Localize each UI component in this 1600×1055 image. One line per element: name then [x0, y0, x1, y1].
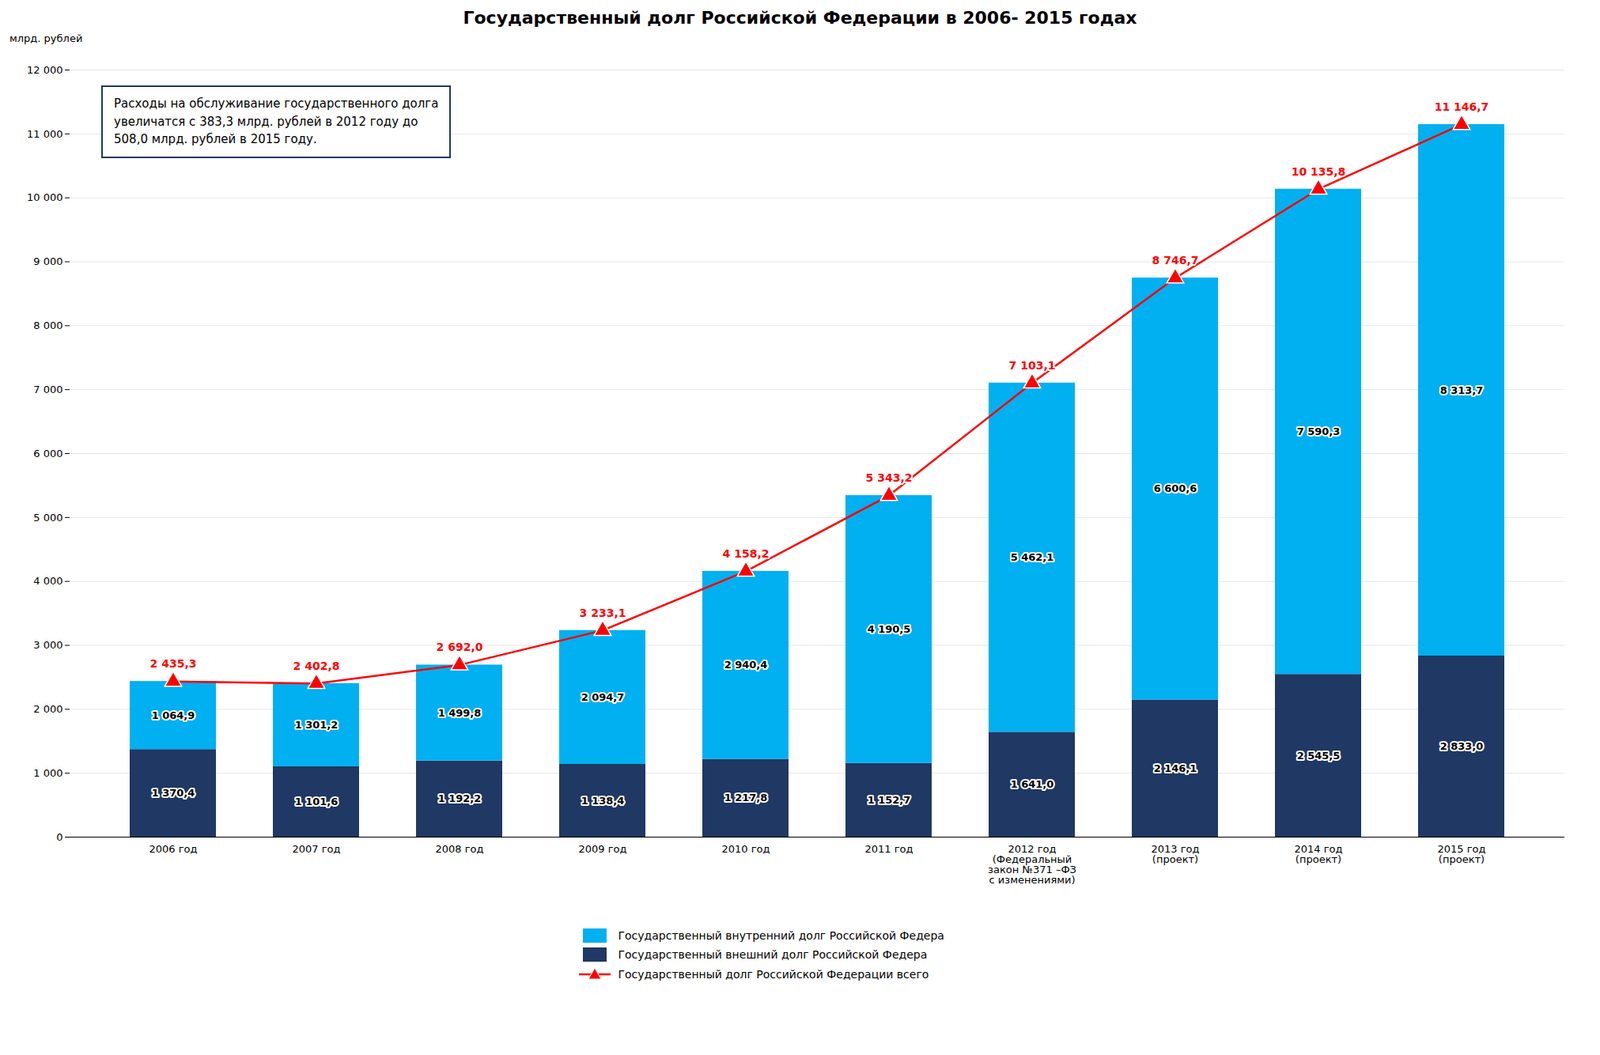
svg-text:5 000: 5 000: [33, 510, 63, 523]
svg-text:1 138,4: 1 138,4: [581, 794, 625, 807]
svg-text:2 094,7: 2 094,7: [581, 691, 625, 704]
svg-text:10 135,8: 10 135,8: [1291, 165, 1347, 178]
svg-text:8 000: 8 000: [33, 319, 63, 332]
svg-text:1 499,8: 1 499,8: [438, 707, 482, 719]
svg-text:5 343,2: 5 343,2: [866, 471, 913, 485]
svg-text:2008 год: 2008 год: [435, 843, 485, 855]
svg-text:2009 год: 2009 год: [578, 843, 628, 855]
svg-text:2011 год: 2011 год: [865, 843, 914, 855]
svg-text:1 192,2: 1 192,2: [438, 792, 482, 805]
svg-text:2 402,8: 2 402,8: [293, 659, 341, 673]
svg-text:12 000: 12 000: [26, 64, 64, 76]
html-text:Расходы на обслуживание госуда: Расходы на обслуживание государственного…: [113, 96, 439, 147]
svg-text:2 940,4: 2 940,4: [724, 658, 768, 671]
svg-text:2006 год: 2006 год: [149, 843, 198, 855]
svg-text:11 000: 11 000: [26, 127, 64, 140]
svg-text:6 600,6: 6 600,6: [1153, 482, 1198, 495]
svg-text:6 000: 6 000: [33, 447, 63, 460]
svg-text:2 692,0: 2 692,0: [436, 640, 484, 654]
html-text:Государственный внешний долг Р: Государственный внешний долг Российской …: [618, 948, 928, 961]
svg-text:7 000: 7 000: [33, 383, 63, 396]
svg-text:1 152,7: 1 152,7: [867, 794, 912, 806]
svg-text:1 064,9: 1 064,9: [151, 709, 196, 722]
svg-text:1 000: 1 000: [33, 767, 63, 780]
svg-text:2 000: 2 000: [33, 703, 63, 715]
svg-text:2007 год: 2007 год: [292, 843, 341, 855]
svg-text:8 746,7: 8 746,7: [1152, 253, 1200, 267]
svg-text:2 435,3: 2 435,3: [150, 657, 197, 670]
svg-text:2 146,1: 2 146,1: [1153, 762, 1198, 775]
svg-text:1 641,0: 1 641,0: [1010, 778, 1055, 791]
svg-text:1 301,2: 1 301,2: [295, 718, 339, 731]
svg-text:9 000: 9 000: [33, 255, 63, 268]
svg-text:7 103,1: 7 103,1: [1009, 359, 1056, 372]
svg-text:8 313,7: 8 313,7: [1440, 384, 1484, 397]
svg-text:2015 год(проект): 2015 год(проект): [1437, 843, 1487, 866]
svg-text:5 462,1: 5 462,1: [1010, 551, 1055, 564]
svg-text:3 000: 3 000: [33, 639, 63, 651]
svg-text:10 000: 10 000: [26, 191, 64, 204]
svg-text:11 146,7: 11 146,7: [1434, 100, 1490, 114]
svg-text:4 190,5: 4 190,5: [867, 623, 912, 636]
svg-text:7 590,3: 7 590,3: [1297, 425, 1341, 438]
svg-text:1 101,6: 1 101,6: [295, 795, 339, 808]
svg-text:2012 год(Федеральныйзакон №371: 2012 год(Федеральныйзакон №371 –ФЗс изме…: [987, 843, 1077, 886]
html-text:Государственный внутренний дол: Государственный внутренний долг Российск…: [618, 929, 945, 942]
svg-text:1 217,8: 1 217,8: [724, 791, 768, 804]
svg-text:2013 год(проект): 2013 год(проект): [1151, 843, 1200, 866]
svg-text:2 833,0: 2 833,0: [1440, 740, 1484, 753]
svg-text:2010 год: 2010 год: [722, 843, 771, 855]
svg-text:3 233,1: 3 233,1: [579, 606, 627, 620]
html-text:Государственный долг Российско: Государственный долг Российской Федераци…: [463, 7, 1137, 28]
svg-text:0: 0: [56, 831, 63, 844]
svg-text:2014 год(проект): 2014 год(проект): [1294, 843, 1343, 866]
svg-text:1 370,4: 1 370,4: [151, 786, 196, 799]
svg-text:4 158,2: 4 158,2: [722, 547, 770, 560]
html-text:млрд. рублей: млрд. рублей: [9, 32, 83, 45]
svg-text:2 545,5: 2 545,5: [1297, 749, 1341, 762]
svg-text:4 000: 4 000: [33, 574, 63, 587]
html-text:Государственный долг Российско: Государственный долг Российской Федераци…: [618, 968, 929, 981]
